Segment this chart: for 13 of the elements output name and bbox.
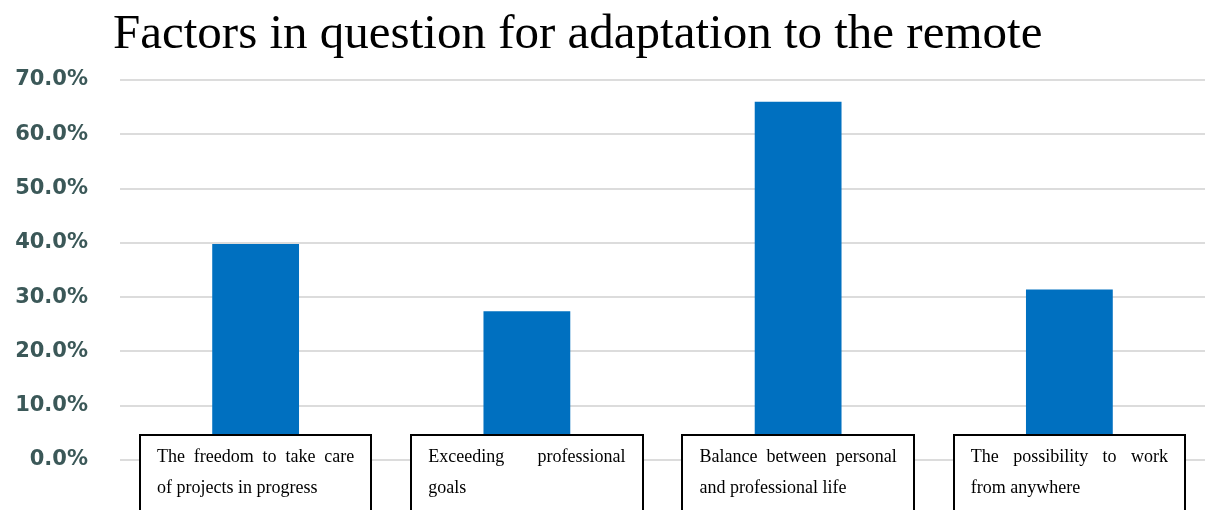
- x-tick-label: Exceeding professional goals: [428, 445, 626, 499]
- x-tick-label: Balance between personal and professional life: [699, 445, 897, 499]
- y-tick-label: 0.0%: [29, 446, 88, 471]
- y-tick-label: 50.0%: [15, 175, 88, 200]
- y-tick-label: 40.0%: [15, 229, 88, 254]
- y-tick-label: 10.0%: [15, 392, 88, 417]
- y-tick-label: 20.0%: [15, 337, 88, 362]
- x-tick-label: The freedom to take care of projects in progress: [156, 445, 355, 499]
- y-tick-label: 30.0%: [15, 283, 88, 308]
- x-tick-label: The possibility to work from anywhere: [970, 445, 1168, 499]
- chart-title: Factors in question for adaptation to the remote: [113, 4, 1043, 59]
- y-tick-label: 70.0%: [15, 66, 88, 91]
- y-tick-label: 60.0%: [15, 120, 88, 145]
